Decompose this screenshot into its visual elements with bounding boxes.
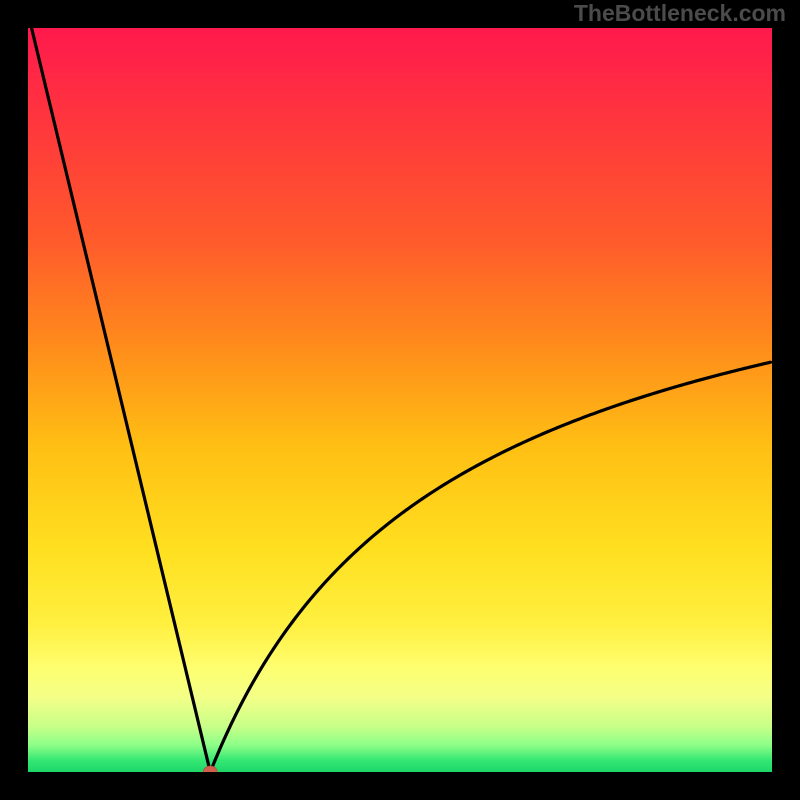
chart-frame: TheBottleneck.com [0, 0, 800, 800]
watermark-text: TheBottleneck.com [574, 0, 786, 27]
gradient-background [28, 28, 772, 772]
plot-area [28, 28, 772, 772]
